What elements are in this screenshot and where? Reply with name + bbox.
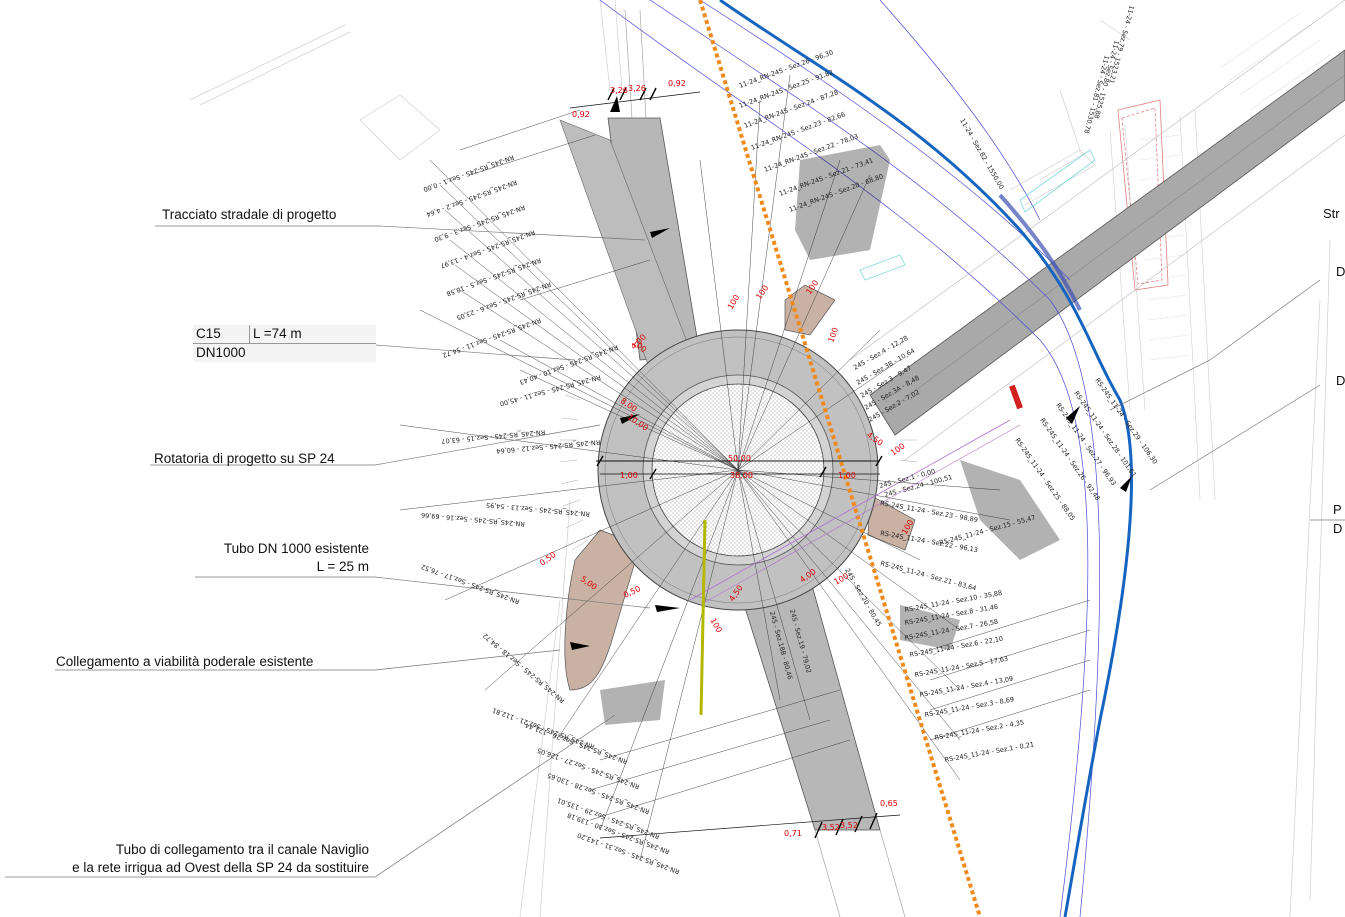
pipe-diameter: DN1000 xyxy=(196,345,246,360)
sp24-axis-line xyxy=(698,0,982,917)
edge-label-5: D xyxy=(1333,521,1343,536)
edge-label-4: P xyxy=(1333,502,1342,517)
svg-text:3,52: 3,52 xyxy=(840,821,858,830)
red-marker xyxy=(1009,384,1023,410)
section-arrows xyxy=(570,96,1132,650)
svg-text:3,52: 3,52 xyxy=(822,823,840,832)
section-label-clusters xyxy=(600,145,1060,725)
callout-leaders xyxy=(5,225,1345,878)
svg-text:RN-24S_RS-24S - Sez.11 - 54,72: RN-24S_RS-24S - Sez.11 - 54,72 xyxy=(441,316,542,359)
slope-hatches xyxy=(559,394,918,551)
svg-text:RS-24S_11-24 - Sez.4 - 13,09: RS-24S_11-24 - Sez.4 - 13,09 xyxy=(919,675,1014,699)
svg-text:RN-24S_RS-24S - Sez.10 - 40,43: RN-24S_RS-24S - Sez.10 - 40,43 xyxy=(518,343,619,386)
svg-text:0,65: 0,65 xyxy=(880,799,898,808)
svg-text:RS-24S_11-24 - Sez.29 - 106,30: RS-24S_11-24 - Sez.29 - 106,30 xyxy=(1093,377,1159,466)
svg-text:100: 100 xyxy=(889,442,907,458)
existing-pipe-yellow xyxy=(699,519,707,716)
south-arm xyxy=(729,559,906,917)
ne-road xyxy=(849,0,1345,461)
callout-rotatoria: Rotatoria di progetto su SP 24 xyxy=(154,451,335,466)
svg-text:RN-24S_RS-24S - Sez.13 - 54,95: RN-24S_RS-24S - Sez.13 - 54,95 xyxy=(486,501,591,518)
svg-text:38,00: 38,00 xyxy=(730,471,753,480)
svg-text:100: 100 xyxy=(708,617,723,635)
svg-text:0,71: 0,71 xyxy=(784,829,802,838)
background-field-lines xyxy=(189,0,1331,917)
dim-ticks xyxy=(596,87,883,839)
section-labels-far: 11-24 - Sez.79 - 1523,21 11-24 - Sez.80 … xyxy=(958,4,1136,190)
svg-text:0,50: 0,50 xyxy=(538,550,558,568)
svg-text:RS-24S_11-24 - Sez.3 - 8,69: RS-24S_11-24 - Sez.3 - 8,69 xyxy=(924,695,1015,719)
svg-text:RS-24S_11-24 - Sez.1 - 0,21: RS-24S_11-24 - Sez.1 - 0,21 xyxy=(944,740,1035,764)
callout-tubo-esistente-2: L = 25 m xyxy=(316,559,369,574)
svg-text:1,00: 1,00 xyxy=(620,471,638,480)
pipe-code: C15 xyxy=(196,326,221,341)
callout-tubo-esistente-1: Tubo DN 1000 esistente xyxy=(223,541,369,556)
canal-naviglio-line xyxy=(719,0,1133,917)
svg-text:RN-24S_RS-24S - Sez.16 - 69,66: RN-24S_RS-24S - Sez.16 - 69,66 xyxy=(421,511,526,528)
edge-label-2: D xyxy=(1336,264,1345,279)
section-labels-east: RS-24S_11-24 - Sez.29 - 106,30 RS-24S_11… xyxy=(879,377,1159,764)
edge-label-1: Str xyxy=(1323,206,1340,221)
svg-text:3,26: 3,26 xyxy=(628,84,646,93)
pipe-table: C15 L =74 m DN1000 xyxy=(193,325,376,362)
svg-text:11-24 - Sez.82 - 1550,00: 11-24 - Sez.82 - 1550,00 xyxy=(958,117,1005,191)
svg-text:100: 100 xyxy=(726,293,741,311)
svg-text:RN-24S_RS-24S - Sez.18 - 84,72: RN-24S_RS-24S - Sez.18 - 84,72 xyxy=(481,631,566,704)
callout-collegamento: Collegamento a viabilità poderale esiste… xyxy=(56,654,314,669)
svg-text:11-24_RN-24S - Sez.26 - 96,30: 11-24_RN-24S - Sez.26 - 96,30 xyxy=(738,48,834,90)
svg-text:1,00: 1,00 xyxy=(838,471,856,480)
svg-text:RN-24S_RS-24S - Sez.28 - 130,6: RN-24S_RS-24S - Sez.28 - 130,65 xyxy=(546,771,651,816)
callout-tubo-sostituire-2: e la rete irrigua ad Ovest della SP 24 d… xyxy=(72,860,369,875)
callout-tracciato: Tracciato stradale di progetto xyxy=(162,207,337,222)
svg-text:3,26: 3,26 xyxy=(610,86,628,95)
svg-text:RS-24S_11-24 - Sez.21 - 83,64: RS-24S_11-24 - Sez.21 - 83,64 xyxy=(879,559,977,592)
edge-label-3: D xyxy=(1336,373,1345,388)
callout-tubo-sostituire-1: Tubo di collegamento tra il canale Navig… xyxy=(115,842,369,857)
svg-text:RN-24S_RS-24S - Sez.11 - 45,00: RN-24S_RS-24S - Sez.11 - 45,00 xyxy=(499,373,602,408)
access-roads xyxy=(564,284,916,691)
svg-text:0,92: 0,92 xyxy=(668,79,686,88)
svg-text:0,92: 0,92 xyxy=(572,110,590,119)
svg-text:100: 100 xyxy=(754,283,770,301)
pipe-length: L =74 m xyxy=(253,326,302,341)
svg-text:50,00: 50,00 xyxy=(728,454,751,463)
svg-text:100: 100 xyxy=(826,326,840,343)
svg-text:RS-24S_11-24 - Sez.2 - 4,35: RS-24S_11-24 - Sez.2 - 4,35 xyxy=(934,718,1025,742)
